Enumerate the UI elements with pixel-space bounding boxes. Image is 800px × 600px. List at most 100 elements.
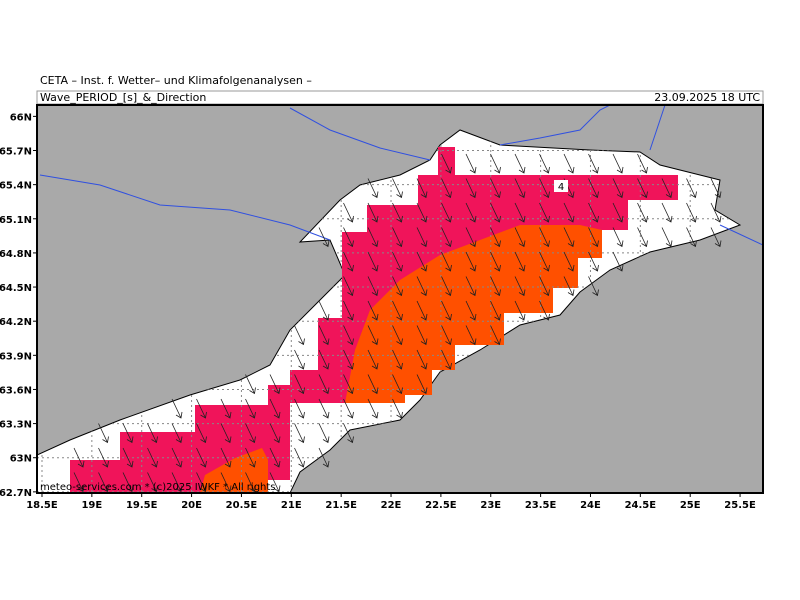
arrow (367, 325, 379, 346)
arrow (465, 227, 477, 248)
arrow (294, 398, 305, 419)
arrow (416, 349, 428, 370)
arrow (98, 472, 109, 493)
arrow (514, 300, 526, 321)
x-tick-label: 21E (281, 500, 302, 511)
arrow (318, 374, 330, 395)
arrow (392, 349, 403, 370)
x-tick-label: 25.5E (724, 500, 756, 511)
arrow (392, 300, 403, 321)
contour-label-box (554, 180, 568, 192)
arrow (392, 276, 403, 297)
river (499, 105, 611, 146)
arrow (367, 202, 379, 223)
arrow (612, 153, 624, 174)
arrow (612, 178, 624, 199)
x-tick-label: 20.5E (226, 500, 258, 511)
arrow (514, 276, 526, 297)
arrow (441, 202, 452, 223)
arrow (588, 227, 599, 248)
x-tick-label: 18.5E (26, 500, 58, 511)
arrow (73, 472, 85, 493)
arrow (686, 227, 697, 248)
arrow (441, 251, 452, 272)
arrow (416, 251, 428, 272)
arrow (465, 251, 477, 272)
arrow (441, 178, 452, 199)
arrow (686, 202, 697, 223)
arrow (367, 349, 379, 370)
arrow (343, 349, 354, 370)
arrow (514, 178, 526, 199)
arrow (343, 251, 354, 272)
arrow (343, 300, 354, 321)
arrow (392, 202, 403, 223)
arrow (343, 325, 354, 346)
arrow (465, 202, 477, 223)
arrow (416, 227, 428, 248)
arrow (171, 472, 183, 493)
arrow (392, 251, 403, 272)
arrow (539, 202, 550, 223)
x-tick-label: 20E (181, 500, 202, 511)
arrow (98, 447, 109, 468)
arrow (343, 398, 354, 419)
arrow (441, 300, 452, 321)
arrow (196, 472, 207, 493)
arrow (539, 251, 550, 272)
arrow (661, 178, 673, 199)
arrow (441, 153, 452, 174)
y-tick-label: 64.2N (0, 317, 32, 328)
x-tick-label: 19.5E (126, 500, 158, 511)
arrow (196, 423, 207, 444)
arrow (539, 276, 550, 297)
arrow (343, 227, 354, 248)
arrow (514, 227, 526, 248)
arrow (343, 202, 354, 223)
arrow (318, 349, 330, 370)
x-tick-label: 22E (381, 500, 402, 511)
arrow (465, 276, 477, 297)
arrow (122, 447, 134, 468)
arrow (490, 227, 501, 248)
arrow (98, 423, 109, 444)
arrow (710, 202, 722, 223)
arrow (318, 447, 330, 468)
arrow (73, 447, 85, 468)
arrow (196, 447, 207, 468)
x-tick-label: 19E (81, 500, 102, 511)
river (649, 105, 666, 151)
map-body: 4 meteo-services.com * (c)2025 IWKF * Al… (37, 105, 763, 493)
arrow (637, 227, 648, 248)
arrow (612, 251, 624, 272)
arrow (588, 202, 599, 223)
river (719, 224, 763, 246)
arrow (269, 447, 281, 468)
arrow (539, 300, 550, 321)
arrow (318, 227, 330, 248)
arrow (220, 472, 232, 493)
header-title: CETA – Inst. f. Wetter– und Klimafolgena… (40, 74, 312, 87)
x-tick-label: 22.5E (425, 500, 457, 511)
arrow (441, 227, 452, 248)
arrow (343, 276, 354, 297)
variable-label: Wave_PERIOD_[s]_&_Direction (40, 91, 206, 104)
arrow (588, 251, 599, 272)
y-tick-label: 63.3N (0, 420, 32, 431)
arrow (269, 374, 281, 395)
arrow (367, 227, 379, 248)
arrow (490, 202, 501, 223)
arrow (171, 447, 183, 468)
arrow (637, 153, 648, 174)
arrow (318, 300, 330, 321)
arrow (612, 202, 624, 223)
x-tick-label: 23.5E (525, 500, 557, 511)
arrow (588, 178, 599, 199)
arrow (294, 349, 305, 370)
arrow (245, 374, 256, 395)
arrow (318, 423, 330, 444)
arrow (245, 472, 256, 493)
arrow (490, 325, 501, 346)
arrow (563, 153, 575, 174)
